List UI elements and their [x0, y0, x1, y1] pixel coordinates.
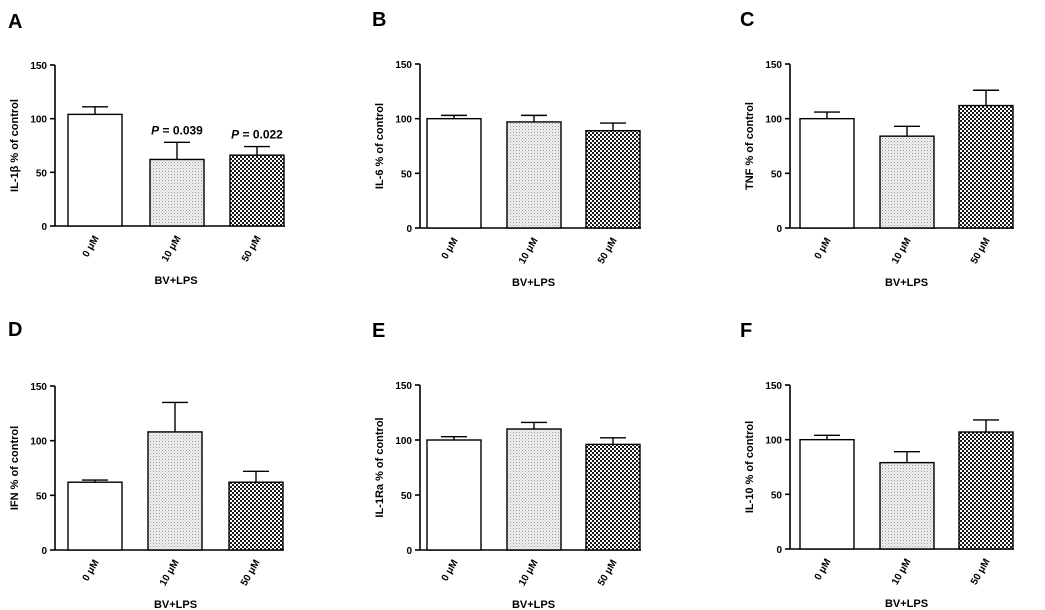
y-tick-label: 150: [30, 382, 47, 393]
panel-letter: F: [740, 320, 752, 342]
x-axis-title: BV+LPS: [154, 275, 197, 287]
category-label: 0 μM: [440, 236, 461, 261]
y-axis-title: IL-6 % of control: [374, 103, 386, 189]
bar: [229, 154, 285, 227]
category-label: 50 μM: [596, 558, 620, 588]
y-axis-title: IL-1Ra % of control: [374, 417, 386, 517]
p-value-annotation: P = 0.039: [151, 123, 203, 137]
panel-c: C 0 50 100 150 TNF % of control 0 μM 10 μM 50 μM…: [740, 9, 1014, 289]
bar: [506, 428, 562, 551]
y-tick-label: 100: [30, 115, 47, 126]
panel-letter: B: [372, 9, 386, 31]
panel-b: B 0 50 100 150 IL-6 % of control 0 μM 10 μM 50 μ…: [372, 9, 641, 289]
x-axis-title: BV+LPS: [885, 277, 928, 289]
category-label: 0 μM: [81, 234, 102, 259]
bar: [958, 431, 1014, 550]
y-title-part: β: [9, 165, 21, 172]
panel-e: E 0 50 100 150 IL-1Ra % of control 0 μM 10 μM 50…: [372, 320, 641, 610]
bar: [799, 438, 855, 550]
bar: [506, 121, 562, 229]
y-tick-label: 150: [30, 61, 47, 72]
y-tick-label: 0: [406, 224, 412, 235]
x-axis-title: BV+LPS: [885, 598, 928, 610]
bar: [958, 104, 1014, 229]
category-label: 50 μM: [969, 236, 993, 266]
y-tick-label: 0: [406, 546, 412, 557]
p-symbol: P: [151, 123, 160, 137]
p-symbol: P: [231, 128, 240, 142]
y-tick-label: 100: [30, 437, 47, 448]
p-value-text: = 0.022: [239, 128, 283, 142]
category-label: 10 μM: [890, 557, 914, 587]
y-tick-label: 50: [36, 168, 48, 179]
category-label: 0 μM: [813, 557, 834, 582]
category-label: 0 μM: [81, 558, 102, 583]
bar: [585, 129, 641, 229]
category-label: 50 μM: [596, 236, 620, 266]
bar: [879, 135, 935, 229]
bar: [147, 431, 203, 551]
category-label: 10 μM: [158, 558, 182, 588]
x-axis-title: BV+LPS: [512, 277, 555, 289]
bar: [585, 443, 641, 551]
y-axis-title: IFN % of control: [9, 426, 21, 510]
y-tick-label: 150: [765, 381, 782, 392]
x-axis-title: BV+LPS: [154, 599, 197, 610]
y-tick-label: 100: [765, 436, 782, 447]
panel-a: A 0 50 100 150 IL-1β % of control 0 μM 10 μM 50 …: [8, 11, 285, 287]
x-axis-title: BV+LPS: [512, 599, 555, 610]
category-label: 10 μM: [517, 236, 541, 266]
category-label: 10 μM: [517, 558, 541, 588]
p-value-annotation: P = 0.022: [231, 128, 283, 142]
bar: [67, 113, 123, 227]
bar: [426, 439, 482, 551]
y-tick-label: 100: [765, 115, 782, 126]
y-axis-title: IL-1β % of control: [9, 99, 21, 192]
y-tick-label: 0: [41, 222, 47, 233]
bar: [879, 461, 935, 550]
panel-letter: A: [8, 11, 22, 33]
bar: [67, 481, 123, 551]
bar: [149, 158, 205, 227]
category-label: 50 μM: [969, 557, 993, 587]
y-tick-label: 0: [41, 546, 47, 557]
bar: [426, 117, 482, 229]
category-label: 0 μM: [813, 236, 834, 261]
category-label: 10 μM: [160, 234, 184, 264]
y-tick-label: 150: [395, 381, 412, 392]
bar: [228, 481, 284, 551]
category-label: 50 μM: [240, 234, 264, 264]
panel-letter: C: [740, 9, 754, 31]
y-tick-label: 50: [401, 169, 413, 180]
y-tick-label: 100: [395, 436, 412, 447]
y-tick-label: 100: [395, 115, 412, 126]
panel-letter: D: [8, 319, 22, 341]
category-label: 50 μM: [239, 558, 263, 588]
y-tick-label: 50: [771, 169, 783, 180]
bar: [799, 117, 855, 229]
y-tick-label: 0: [776, 545, 782, 556]
category-label: 0 μM: [440, 558, 461, 583]
y-tick-label: 50: [771, 490, 783, 501]
y-axis-title: IL-10 % of control: [744, 421, 756, 513]
y-tick-label: 50: [401, 491, 413, 502]
y-title-part: IL-1: [9, 172, 21, 192]
category-label: 10 μM: [890, 236, 914, 266]
y-tick-label: 150: [395, 60, 412, 71]
p-value-text: = 0.039: [159, 123, 203, 137]
y-tick-label: 50: [36, 491, 48, 502]
panel-f: F 0 50 100 150 IL-10 % of control 0 μM 10 μM 50 …: [740, 320, 1014, 610]
panel-d: D 0 50 100 150 IFN % of control 0 μM 10 μM 50 μM…: [8, 319, 284, 610]
y-axis-title: TNF % of control: [744, 102, 756, 190]
y-tick-label: 150: [765, 60, 782, 71]
panel-letter: E: [372, 320, 385, 342]
y-tick-label: 0: [776, 224, 782, 235]
y-title-part: % of control: [9, 99, 21, 166]
